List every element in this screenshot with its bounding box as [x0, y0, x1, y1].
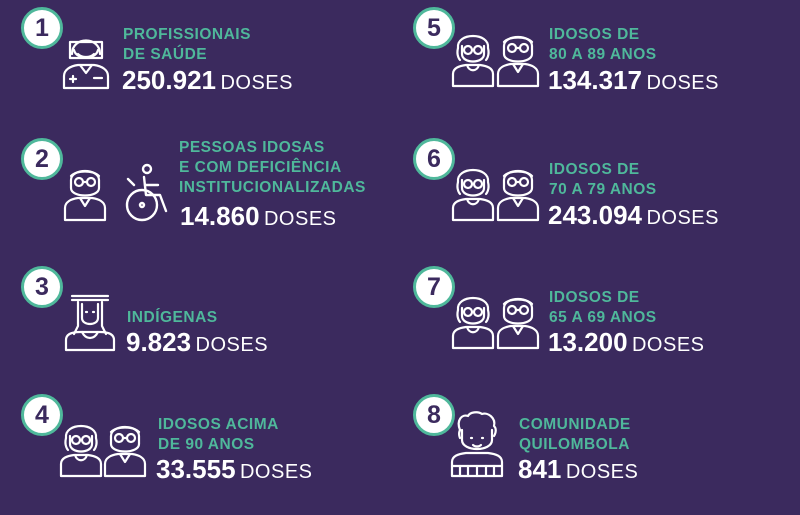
dose-unit: DOSES [239, 461, 313, 483]
dose-number: 9.823 [126, 327, 192, 357]
dose-number: 134.317 [548, 65, 642, 95]
dose-count: 243.094 DOSES [548, 202, 719, 233]
dose-unit: DOSES [565, 461, 639, 483]
group-label: IDOSOS ACIMA DE 90 ANOS [158, 416, 279, 453]
wheelchair-icon [120, 163, 176, 223]
group-label: IDOSOS DE 65 A 69 ANOS [549, 289, 657, 326]
dose-unit: DOSES [631, 334, 705, 356]
group-number-badge: 2 [21, 138, 63, 180]
elderly-man-icon [495, 26, 541, 88]
group-number-badge: 3 [21, 266, 63, 308]
group-number-badge: 4 [21, 394, 63, 436]
group-number-badge: 1 [21, 7, 63, 49]
group-number-badge: 7 [413, 266, 455, 308]
group-label: PROFISSIONAIS DE SAÚDE [123, 26, 251, 63]
dose-number: 14.860 [180, 201, 260, 231]
indigenous-person-icon [62, 290, 118, 352]
group-label: INDÍGENAS [127, 309, 218, 326]
group-number-badge: 8 [413, 394, 455, 436]
dose-count: 14.860 DOSES [180, 203, 337, 234]
dose-number: 243.094 [548, 200, 642, 230]
dose-unit: DOSES [220, 72, 293, 94]
dose-unit: DOSES [195, 334, 269, 356]
dose-count: 134.317 DOSES [548, 67, 719, 98]
elderly-woman-icon [450, 26, 496, 88]
dose-number: 250.921 [122, 65, 216, 95]
dose-count: 841 DOSES [518, 456, 638, 487]
elderly-man-icon [495, 288, 541, 350]
dose-number: 33.555 [156, 454, 236, 484]
dose-unit: DOSES [646, 207, 719, 229]
elderly-man-icon [62, 160, 108, 222]
group-label: COMUNIDADE QUILOMBOLA [519, 416, 631, 453]
group-number-badge: 6 [413, 138, 455, 180]
elderly-woman-icon [450, 160, 496, 222]
elderly-woman-icon [450, 288, 496, 350]
dose-count: 9.823 DOSES [126, 329, 268, 360]
dose-unit: DOSES [646, 72, 719, 94]
dose-number: 841 [518, 454, 562, 484]
health-worker-icon [58, 28, 114, 90]
dose-count: 13.200 DOSES [548, 329, 705, 360]
group-label: IDOSOS DE 70 A 79 ANOS [549, 161, 657, 198]
dose-count: 250.921 DOSES [122, 67, 293, 98]
elderly-woman-icon [58, 416, 104, 478]
quilombola-person-icon [448, 410, 506, 478]
dose-count: 33.555 DOSES [156, 456, 313, 487]
group-label: PESSOAS IDOSAS E COM DEFICIÊNCIA INSTITU… [179, 139, 366, 196]
elderly-man-icon [102, 416, 148, 478]
dose-unit: DOSES [263, 208, 337, 230]
group-label: IDOSOS DE 80 A 89 ANOS [549, 26, 657, 63]
elderly-man-icon [495, 160, 541, 222]
group-number-badge: 5 [413, 7, 455, 49]
dose-number: 13.200 [548, 327, 628, 357]
